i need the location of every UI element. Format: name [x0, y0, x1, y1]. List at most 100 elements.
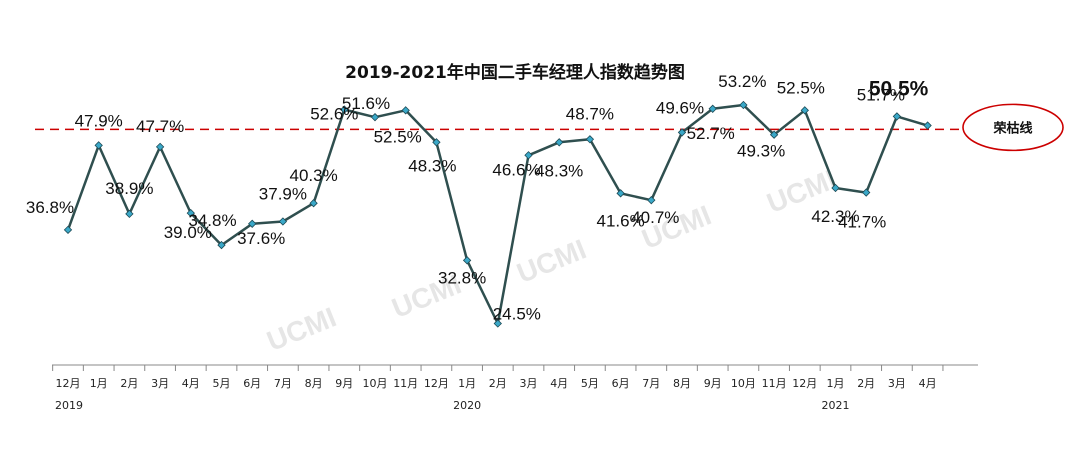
x-tick-label: 3月	[520, 377, 538, 390]
data-label: 42.3%	[811, 207, 859, 226]
data-point	[155, 142, 165, 152]
data-point	[401, 106, 410, 115]
year-labels: 2019 2020 2021	[55, 399, 850, 412]
data-point	[462, 256, 472, 265]
data-point	[432, 138, 441, 147]
x-tick-label: 4月	[550, 377, 568, 390]
x-tick-label: 2月	[120, 377, 138, 390]
data-label: 40.3%	[289, 166, 337, 185]
year-label: 2021	[822, 399, 850, 412]
data-labels: 36.8% 47.9% 38.9% 47.7% 39.0%34.8%37.6% 37.9%…	[26, 72, 929, 324]
data-point	[923, 121, 932, 130]
data-point	[708, 104, 717, 113]
data-label: 49.3%	[737, 142, 785, 161]
data-label: 52.6%	[310, 105, 358, 124]
x-tick-label: 9月	[335, 377, 353, 390]
x-tick-label: 9月	[704, 377, 722, 390]
x-tick-label: 4月	[182, 377, 200, 390]
x-tick-label: 10月	[363, 377, 388, 390]
data-point	[278, 217, 288, 226]
x-tick-label: 7月	[642, 377, 660, 390]
data-point	[555, 138, 564, 147]
watermark: UCMI	[512, 233, 590, 289]
data-point	[585, 135, 595, 144]
data-label: 40.7%	[631, 208, 679, 227]
x-tick-label: 6月	[612, 377, 630, 390]
data-label: 52.7%	[687, 124, 735, 143]
watermark: UCMI	[262, 301, 340, 357]
data-label: 48.7%	[566, 104, 614, 123]
data-point	[862, 188, 871, 197]
data-label: 46.6%	[492, 160, 540, 179]
data-label: 36.8%	[26, 198, 74, 217]
x-tick-label: 12月	[424, 377, 449, 390]
x-tick-label: 5月	[213, 377, 231, 390]
data-point	[217, 240, 226, 250]
data-label: 52.5%	[777, 78, 825, 97]
data-label: 49.6%	[656, 98, 704, 117]
x-tick-label: 11月	[762, 377, 787, 390]
data-point	[800, 106, 809, 115]
data-point	[677, 128, 687, 137]
data-label: 38.9%	[105, 179, 153, 198]
data-point	[125, 209, 134, 219]
x-tick-labels: 12月 1月 2月 3月 4月 5月 6月 7月 8月 9月 10月 11月 12月 1月 2月 3月 4月 5月…	[56, 377, 937, 390]
data-label: 48.3%	[535, 161, 583, 180]
data-label: 48.3%	[408, 156, 456, 175]
x-tick-label: 6月	[243, 377, 261, 390]
data-point	[831, 183, 840, 193]
x-tick-label: 2月	[857, 377, 875, 390]
chart-title: 2019-2021年中国二手车经理人指数趋势图	[345, 62, 685, 83]
x-tick-label: 10月	[731, 377, 756, 390]
data-label: 34.8%	[188, 211, 236, 230]
data-label: 37.6%	[237, 229, 285, 248]
markers	[63, 100, 932, 328]
data-label: 51.6%	[342, 94, 390, 113]
data-label: 50.5%	[869, 78, 929, 101]
x-tick-label: 12月	[56, 377, 81, 390]
x-tick-label: 11月	[393, 377, 418, 390]
data-point	[647, 196, 656, 205]
data-point	[616, 189, 625, 198]
data-label: 37.9%	[259, 184, 307, 203]
data-label: 32.8%	[438, 268, 486, 287]
x-tick-label: 1月	[458, 377, 476, 390]
x-tick-label: 2月	[489, 377, 507, 390]
x-tick-label: 4月	[919, 377, 937, 390]
year-label: 2020	[453, 399, 481, 412]
x-tick-label: 7月	[274, 377, 292, 390]
data-label: 47.9%	[75, 111, 123, 130]
data-point	[370, 113, 380, 122]
x-tick-label: 12月	[792, 377, 817, 390]
x-tick-label: 8月	[305, 377, 323, 390]
data-label: 53.2%	[718, 72, 766, 91]
x-tick-label: 8月	[673, 377, 691, 390]
data-point	[892, 112, 902, 121]
x-tick-label: 1月	[827, 377, 845, 390]
data-label: 39.0%	[164, 223, 212, 242]
year-label: 2019	[55, 399, 83, 412]
data-point	[94, 141, 103, 150]
data-point	[309, 199, 318, 208]
data-point	[493, 319, 502, 328]
data-label: 47.7%	[136, 117, 184, 136]
data-label: 52.5%	[374, 127, 422, 146]
x-axis-ticks	[52, 365, 944, 371]
x-tick-label: 3月	[151, 377, 169, 390]
data-point	[186, 208, 195, 218]
x-tick-label: 3月	[888, 377, 906, 390]
data-point	[63, 225, 73, 235]
data-point	[248, 219, 257, 228]
reference-line-annotation	[962, 103, 1064, 152]
data-label: 24.5%	[493, 305, 541, 324]
x-tick-label: 1月	[90, 377, 108, 390]
reference-line-label: 荣枯线	[992, 120, 1032, 136]
data-point	[524, 151, 533, 160]
x-tick-label: 5月	[581, 377, 599, 390]
data-label: 41.7%	[838, 213, 886, 232]
data-label: 51.7%	[857, 85, 905, 104]
data-label: 41.6%	[596, 211, 644, 230]
data-point	[739, 100, 748, 110]
data-point	[340, 105, 349, 114]
